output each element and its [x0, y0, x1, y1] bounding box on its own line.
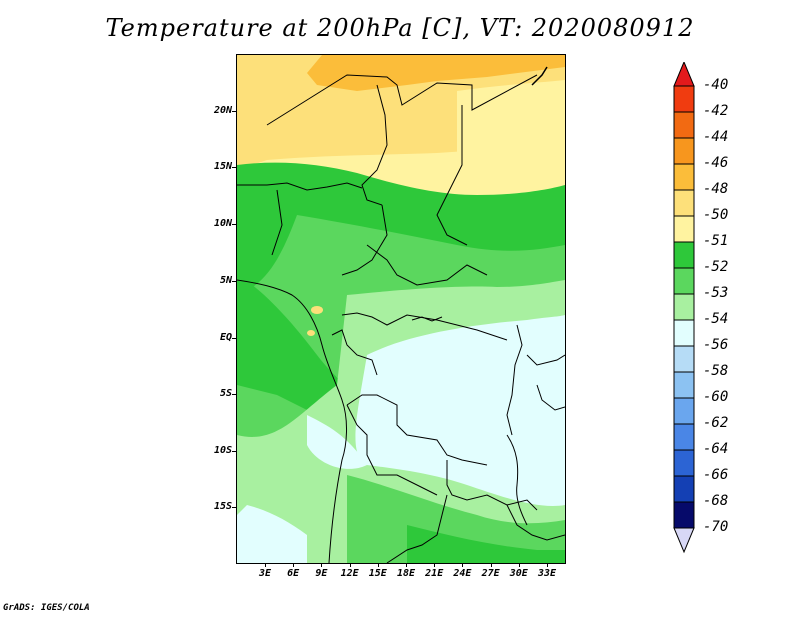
colorbar-label: -64: [703, 441, 729, 457]
colorbar-label: -60: [703, 389, 729, 405]
colorbar-segment: [673, 241, 695, 269]
lat-label: 10N: [213, 218, 232, 229]
colorbar-segment: [673, 397, 695, 425]
colorbar-label: -58: [703, 363, 729, 379]
colorbar-label: -54: [703, 311, 729, 327]
lon-tick: [490, 563, 492, 567]
lon-label: 21E: [425, 568, 444, 579]
lon-label: 27E: [481, 568, 500, 579]
colorbar-segment: [673, 163, 695, 191]
colorbar-segment: [673, 293, 695, 321]
lon-tick: [462, 563, 464, 567]
colorbar-bottom-arrow: [673, 527, 695, 554]
colorbar-label: -44: [703, 129, 729, 145]
colorbar: [673, 62, 695, 554]
lat-tick: [232, 281, 236, 282]
colorbar-segment: [673, 501, 695, 529]
lat-tick: [232, 451, 236, 452]
lat-label: 5S: [219, 388, 232, 399]
colorbar-label: -53: [703, 285, 729, 301]
lon-label: 6E: [287, 568, 300, 579]
lat-label: 20N: [213, 105, 232, 116]
country-borders: [237, 74, 565, 563]
lon-tick: [406, 563, 407, 567]
band-orange-top: [307, 55, 565, 91]
lon-tick: [349, 563, 351, 567]
lon-tick: [547, 563, 548, 567]
colorbar-segment: [673, 215, 695, 243]
colorbar-label: -42: [703, 103, 729, 119]
colorbar-label: -46: [703, 155, 729, 171]
lon-label: 33E: [537, 568, 557, 579]
colorbar-label: -48: [703, 181, 729, 197]
colorbar-segment: [673, 319, 695, 347]
colorbar-label: -66: [703, 467, 729, 483]
band-pale-cyan: [355, 315, 565, 506]
colorbar-top-arrow: [673, 62, 695, 87]
colorbar-label: -52: [703, 259, 729, 275]
lat-tick: [232, 507, 236, 508]
lon-tick: [434, 563, 436, 567]
lon-label: 12E: [340, 568, 359, 579]
colorbar-segment: [673, 475, 695, 503]
lon-tick: [265, 563, 266, 567]
colorbar-segment: [673, 137, 695, 165]
lake-mark: [307, 330, 315, 336]
lon-tick: [293, 563, 295, 567]
colorbar-segment: [673, 267, 695, 295]
lon-label: 3E: [258, 568, 272, 579]
lon-tick: [321, 563, 323, 567]
lake-tanganyika: [506, 434, 528, 526]
colorbar-label: -51: [703, 233, 729, 249]
colorbar-segment: [673, 371, 695, 399]
lon-label: 30E: [509, 568, 528, 579]
grads-credit: GrADS: IGES/COLA: [3, 603, 90, 613]
lon-tick: [377, 563, 379, 567]
lat-tick: [232, 167, 236, 168]
colorbar-label: -62: [703, 415, 729, 431]
lat-tick: [232, 224, 236, 225]
lon-label: 18E: [396, 568, 416, 579]
lon-label: 9E: [315, 568, 328, 579]
colorbar-label: -68: [703, 493, 729, 509]
colorbar-label: -40: [703, 77, 729, 93]
plot-title: Temperature at 200hPa [C], VT: 202008091…: [105, 14, 695, 42]
lat-tick: [232, 111, 236, 112]
coastline: [237, 279, 347, 563]
lat-label: EQ: [219, 332, 232, 343]
colorbar-label: -50: [703, 207, 729, 223]
temperature-map: [237, 55, 565, 563]
lat-tick: [232, 394, 236, 395]
colorbar-segment: [673, 345, 695, 373]
lake-mark: [311, 306, 323, 314]
colorbar-segment: [673, 423, 695, 451]
colorbar-segment: [673, 449, 695, 477]
lon-tick: [518, 563, 520, 567]
lat-label: 5N: [219, 275, 232, 286]
lon-label: 24E: [453, 568, 472, 579]
colorbar-label: -56: [703, 337, 729, 353]
colorbar-segment: [673, 189, 695, 217]
lat-label: 10S: [213, 445, 232, 456]
lat-label: 15N: [213, 161, 232, 172]
colorbar-segment: [673, 111, 695, 139]
colorbar-segment: [673, 85, 695, 113]
colorbar-label: -70: [703, 519, 729, 535]
lon-label: 15E: [368, 568, 387, 579]
lat-label: 15S: [213, 501, 232, 512]
lat-tick: [232, 338, 236, 339]
map-plot-area: [236, 54, 566, 564]
